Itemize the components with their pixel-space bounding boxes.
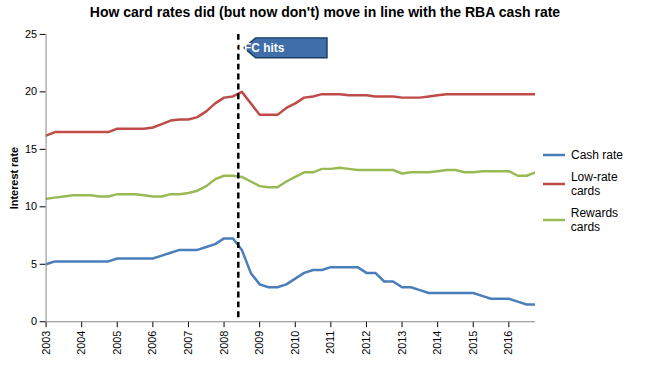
html-text:Cash rate: Cash rate — [571, 148, 623, 163]
svg-text:2005: 2005 — [111, 331, 123, 355]
svg-text:2011: 2011 — [324, 331, 336, 354]
svg-text:2004: 2004 — [75, 331, 87, 355]
svg-text:2016: 2016 — [502, 331, 514, 355]
html-text:Low-rate cards: Low-rate cards — [570, 170, 618, 199]
svg-text:GFC hits: GFC hits — [235, 41, 285, 55]
svg-text:Interest rate: Interest rate — [8, 147, 20, 209]
svg-text:2014: 2014 — [431, 331, 443, 355]
svg-text:25: 25 — [25, 28, 37, 40]
html-text:How card rates did (but now do: How card rates did (but now don't) move … — [89, 4, 561, 20]
svg-text:2012: 2012 — [360, 331, 372, 355]
svg-text:2003: 2003 — [40, 331, 52, 355]
svg-text:2010: 2010 — [289, 331, 301, 355]
svg-text:2013: 2013 — [396, 331, 408, 355]
svg-text:2007: 2007 — [182, 331, 194, 355]
svg-text:5: 5 — [31, 258, 37, 270]
svg-text:20: 20 — [25, 85, 37, 97]
svg-text:2006: 2006 — [146, 331, 158, 355]
svg-text:2008: 2008 — [218, 331, 230, 355]
svg-text:2009: 2009 — [253, 331, 265, 355]
svg-text:10: 10 — [25, 200, 37, 212]
svg-text:15: 15 — [25, 143, 37, 155]
svg-text:2015: 2015 — [467, 331, 479, 355]
html-text:Rewards cards: Rewards cards — [570, 206, 619, 235]
svg-text:0: 0 — [31, 315, 37, 327]
